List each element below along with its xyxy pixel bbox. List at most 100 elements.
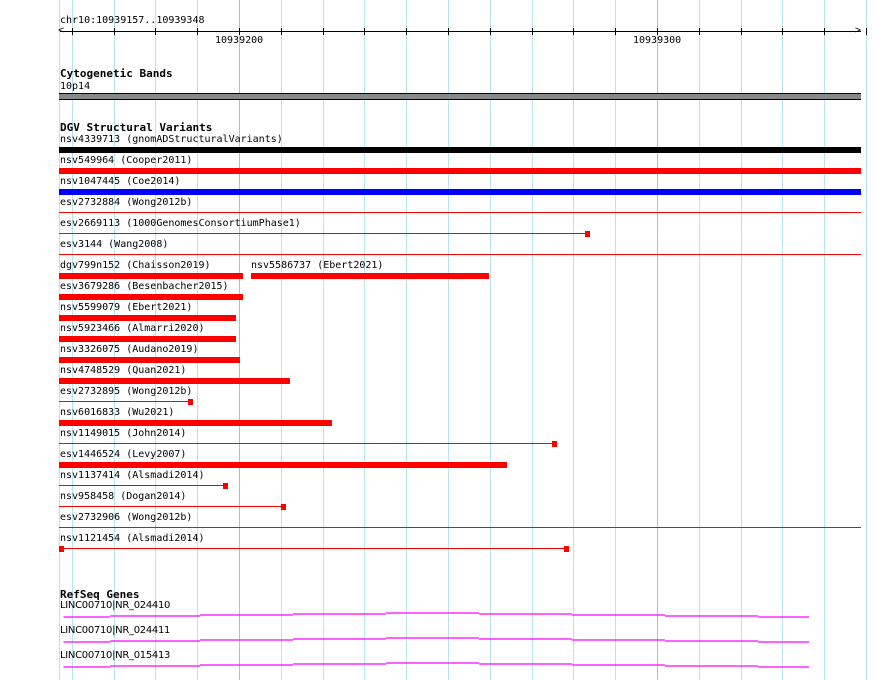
ruler-tick [155,28,156,35]
grid-line [281,0,282,680]
feature-label: nsv5923466 (Almarri2020) [60,323,205,334]
variant-endpoint-marker[interactable] [564,546,569,552]
location-label: chr10:10939157..10939348 [60,15,205,26]
ruler-tick [657,28,658,35]
ruler-tick [573,28,574,35]
scroll-left-arrow-icon[interactable]: < [58,25,65,36]
variant-feature-bar[interactable] [59,147,861,153]
variant-feature-line[interactable] [59,212,861,213]
variant-endpoint-marker[interactable] [585,231,590,237]
variant-endpoint-marker[interactable] [59,546,64,552]
variant-feature-bar[interactable] [59,420,332,426]
ruler-tick [741,28,742,35]
gene-label: LINC00710|NR_015413 [60,650,171,661]
variant-feature-bar[interactable] [59,378,290,384]
variant-endpoint-marker[interactable] [281,504,286,510]
ruler-tick-label: 10939200 [215,35,264,46]
grid-line [573,0,574,680]
grid-line [239,0,240,680]
feature-label: nsv958458 (Dogan2014) [60,491,187,502]
gene-label: LINC00710|NR_024411 [60,625,171,636]
ruler-tick [490,28,491,35]
variant-feature-bar[interactable] [59,315,236,321]
track-title-dgv-structural-variants: DGV Structural Variants [60,121,213,134]
ruler-axis [60,31,861,32]
variant-feature-line[interactable] [59,527,861,528]
variant-feature-bar[interactable] [59,168,861,174]
variant-feature-line[interactable] [59,548,568,549]
feature-label: nsv4339713 (gnomADStructuralVariants) [60,134,283,145]
ruler-tick [197,28,198,35]
feature-label: nsv5586737 (Ebert2021) [251,260,384,271]
feature-label: esv3679286 (Besenbacher2015) [60,281,229,292]
grid-line [741,0,742,680]
ruler-tick [239,28,240,35]
ruler-tick [448,28,449,35]
grid-line [824,0,825,680]
ruler-tick [323,28,324,35]
variant-feature-bar[interactable] [59,294,243,300]
track-title-refseq-genes: RefSeq Genes [60,588,140,601]
grid-line [782,0,783,680]
variant-endpoint-marker[interactable] [223,483,228,489]
grid-line [448,0,449,680]
feature-label: esv2732895 (Wong2012b) [60,386,193,397]
variant-feature-line[interactable] [59,254,861,255]
track-title-cytogenetic-bands: Cytogenetic Bands [60,67,173,80]
gene-label: LINC00710|NR_024410 [60,600,171,611]
grid-line [615,0,616,680]
scroll-right-arrow-icon[interactable]: > [855,25,862,36]
feature-label: nsv549964 (Cooper2011) [60,155,193,166]
ruler-tick [72,28,73,35]
ruler-tick [114,28,115,35]
ruler-tick [824,28,825,35]
feature-label: esv2732884 (Wong2012b) [60,197,193,208]
feature-label: nsv1149015 (John2014) [60,428,187,439]
feature-label: esv1446524 (Levy2007) [60,449,187,460]
variant-endpoint-marker[interactable] [552,441,557,447]
feature-label: nsv3326075 (Audano2019) [60,344,199,355]
variant-feature-bar[interactable] [59,357,240,363]
feature-label: nsv1047445 (Coe2014) [60,176,181,187]
ruler-tick [406,28,407,35]
feature-label: nsv5599079 (Ebert2021) [60,302,193,313]
ruler-tick [866,28,867,35]
feature-label: esv2669113 (1000GenomesConsortiumPhase1) [60,218,301,229]
variant-feature-bar[interactable] [59,336,236,342]
variant-feature-line[interactable] [59,233,586,234]
feature-label: nsv1137414 (Alsmadi2014) [60,470,205,481]
variant-feature-line[interactable] [59,401,189,402]
ruler-tick [532,28,533,35]
variant-feature-line[interactable] [59,443,554,444]
ruler-tick [782,28,783,35]
variant-feature-line[interactable] [59,485,225,486]
feature-label: esv3144 (Wang2008) [60,239,169,250]
variant-feature-line[interactable] [59,506,284,507]
grid-line [532,0,533,680]
grid-line [866,0,867,680]
ruler-tick [615,28,616,35]
cytoband-bar[interactable] [59,93,861,100]
variant-feature-bar[interactable] [59,462,507,468]
variant-endpoint-marker[interactable] [188,399,193,405]
ruler-tick [364,28,365,35]
feature-label: esv2732906 (Wong2012b) [60,512,193,523]
ruler-tick [699,28,700,35]
ruler-tick [281,28,282,35]
grid-line [699,0,700,680]
feature-label: nsv6016833 (Wu2021) [60,407,175,418]
variant-feature-bar[interactable] [251,273,489,279]
feature-label: nsv4748529 (Quan2021) [60,365,187,376]
grid-line [323,0,324,680]
grid-line [364,0,365,680]
grid-line [490,0,491,680]
grid-line [657,0,658,680]
feature-label: dgv799n152 (Chaisson2019) [60,260,211,271]
feature-label: nsv1121454 (Alsmadi2014) [60,533,205,544]
ruler-tick-label: 10939300 [633,35,682,46]
grid-line [406,0,407,680]
band-label: 10p14 [60,81,91,92]
variant-feature-bar[interactable] [59,273,243,279]
variant-feature-bar[interactable] [59,189,861,195]
